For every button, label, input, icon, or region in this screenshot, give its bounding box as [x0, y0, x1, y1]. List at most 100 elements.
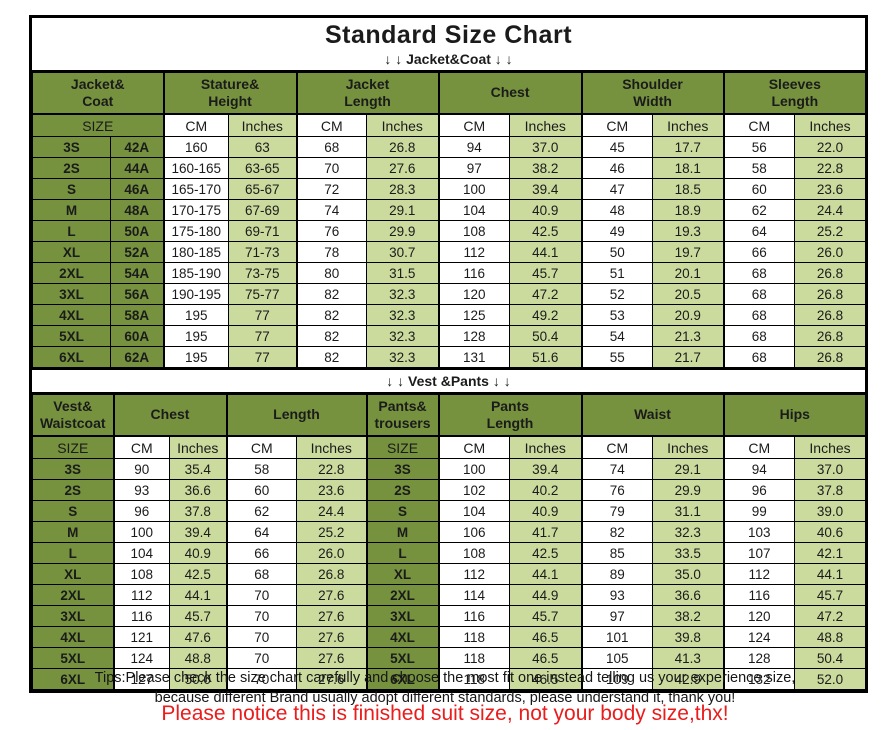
- value-cell: 82: [580, 521, 653, 543]
- value-cell: 29.9: [651, 479, 725, 501]
- size-cell: 3S: [32, 136, 111, 158]
- value-cell: 50.4: [794, 647, 867, 669]
- value-cell: 18.1: [652, 157, 725, 179]
- value-cell: 27.6: [296, 605, 367, 627]
- table-row: 3S 42A 160 63 68 26.8 94 37.0 45 17.7 56 22.0: [32, 136, 867, 158]
- value-cell: 55: [580, 346, 654, 368]
- column-group-header: Pants Length: [437, 394, 582, 437]
- table-row: XL 52A 180-185 71-73 78 30.7 112 44.1 50 19.7 66 26…: [32, 241, 867, 263]
- value-cell: 30.7: [366, 241, 440, 263]
- value-cell: 26.8: [794, 325, 867, 347]
- value-cell: 29.9: [366, 220, 440, 242]
- unit-header-cell: SIZE: [32, 435, 114, 459]
- value-cell: 40.9: [509, 199, 583, 221]
- page-title: Standard Size Chart: [324, 21, 573, 49]
- value-cell: 107: [722, 542, 796, 564]
- value-cell: 101: [580, 626, 653, 648]
- size-cell: 4XL: [365, 626, 439, 648]
- value-cell: 31.5: [366, 262, 440, 284]
- value-cell: 25.2: [794, 220, 867, 242]
- size-cell: 6XL: [32, 346, 111, 368]
- value-cell: 190-195: [162, 283, 230, 305]
- value-cell: 21.7: [652, 346, 725, 368]
- value-cell: 77: [228, 325, 298, 347]
- value-cell: 121: [112, 626, 170, 648]
- unit-header-cell: CM: [580, 113, 654, 137]
- size-cell: 3XL: [365, 605, 439, 627]
- value-cell: 106: [437, 521, 510, 543]
- unit-header-cell: CM: [722, 435, 796, 459]
- size-cell: 3S: [365, 458, 439, 480]
- value-cell: 108: [437, 220, 511, 242]
- value-cell: 41.7: [509, 521, 582, 543]
- value-cell: 68: [295, 136, 368, 158]
- value-cell: 63: [228, 136, 298, 158]
- value-cell: 104: [437, 199, 511, 221]
- value-cell: 63-65: [228, 157, 298, 179]
- size-cell: 2XL: [32, 262, 111, 284]
- value-cell: 127: [112, 668, 170, 690]
- value-cell: 68: [722, 262, 796, 284]
- table-row: 6XL 62A 195 77 82 32.3 131 51.6 55 21.7 68 26.8: [32, 346, 867, 368]
- value-cell: 37.0: [794, 458, 867, 480]
- value-cell: 46.5: [509, 668, 582, 690]
- value-cell: 116: [722, 584, 796, 606]
- jacket-coat-section-label: ↓ ↓ Jacket&Coat ↓ ↓: [384, 51, 513, 67]
- value-cell: 45.7: [509, 262, 583, 284]
- jacket-coat-table: Jacket& Coat Stature& Height Jacket Length…: [31, 72, 867, 368]
- size-cell: XL: [365, 563, 439, 585]
- value-cell: 77: [228, 346, 298, 368]
- value-cell: 29.1: [651, 458, 725, 480]
- column-group-header: Vest& Waistcoat: [32, 394, 114, 437]
- size-cell: 56A: [109, 283, 165, 305]
- table-row: M 100 39.4 64 25.2 M 106 41.7 82 32.3 103 40.6: [32, 521, 867, 543]
- value-cell: 45: [580, 136, 654, 158]
- value-cell: 32.3: [366, 283, 440, 305]
- value-cell: 44.9: [509, 584, 582, 606]
- value-cell: 42.5: [169, 563, 227, 585]
- value-cell: 50: [580, 241, 654, 263]
- value-cell: 58: [225, 458, 297, 480]
- column-group-header: Sleeves Length: [722, 72, 867, 115]
- unit-header-cell: Inches: [794, 435, 867, 459]
- value-cell: 17.7: [652, 136, 725, 158]
- value-cell: 195: [162, 325, 230, 347]
- size-cell: 5XL: [365, 647, 439, 669]
- value-cell: 116: [112, 605, 170, 627]
- value-cell: 47: [580, 178, 654, 200]
- value-cell: 160: [162, 136, 230, 158]
- value-cell: 131: [437, 346, 511, 368]
- unit-header-row: SIZE CM Inches CM Inches SIZE CM Inches CM Inches…: [32, 435, 867, 459]
- value-cell: 128: [437, 325, 511, 347]
- value-cell: 29.1: [366, 199, 440, 221]
- value-cell: 46.5: [509, 647, 582, 669]
- value-cell: 90: [112, 458, 170, 480]
- size-cell: 2S: [365, 479, 439, 501]
- finished-size-notice: Please notice this is finished suit size…: [161, 702, 729, 725]
- value-cell: 26.0: [794, 241, 867, 263]
- value-cell: 18.9: [652, 199, 725, 221]
- value-cell: 78: [295, 241, 368, 263]
- value-cell: 38.2: [651, 605, 725, 627]
- value-cell: 93: [112, 479, 170, 501]
- value-cell: 26.8: [794, 262, 867, 284]
- value-cell: 71-73: [228, 241, 298, 263]
- value-cell: 44.1: [169, 584, 227, 606]
- size-cell: 46A: [109, 178, 165, 200]
- value-cell: 112: [112, 584, 170, 606]
- value-cell: 82: [295, 325, 368, 347]
- value-cell: 72: [295, 178, 368, 200]
- value-cell: 76: [295, 220, 368, 242]
- unit-header-cell: CM: [112, 435, 170, 459]
- value-cell: 195: [162, 346, 230, 368]
- value-cell: 66: [722, 241, 796, 263]
- value-cell: 108: [112, 563, 170, 585]
- table-row: XL 108 42.5 68 26.8 XL 112 44.1 89 35.0 112 44.1: [32, 563, 867, 585]
- unit-header-cell: Inches: [509, 113, 583, 137]
- value-cell: 47.2: [794, 605, 867, 627]
- size-cell: 50A: [109, 220, 165, 242]
- value-cell: 74: [295, 199, 368, 221]
- value-cell: 195: [162, 304, 230, 326]
- unit-header-cell: Inches: [228, 113, 298, 137]
